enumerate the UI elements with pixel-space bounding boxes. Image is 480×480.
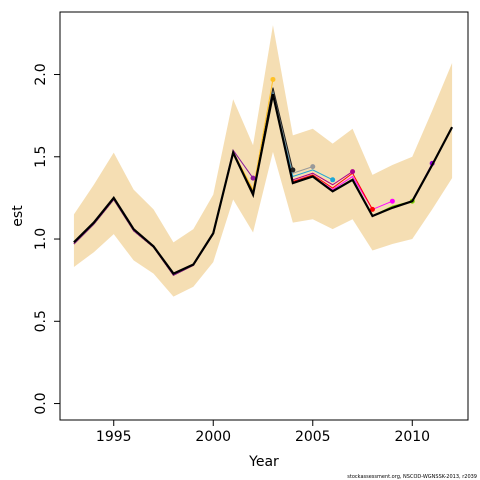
y-tick-label: 2.0 — [33, 63, 49, 85]
retro-end-point — [310, 164, 316, 170]
y-tick-label: 0.0 — [33, 392, 49, 414]
y-tick-label: 0.5 — [33, 310, 49, 332]
retro-end-point — [290, 167, 296, 173]
x-tick-label: 2005 — [295, 429, 331, 445]
main-line — [73, 94, 454, 275]
retro-end-point — [270, 76, 276, 82]
x-tick-label: 2000 — [195, 429, 231, 445]
x-tick-label: 2010 — [394, 429, 430, 445]
x-tick-label: 1995 — [96, 429, 132, 445]
y-axis-label: est — [10, 205, 26, 227]
retro-end-point — [389, 198, 395, 204]
y-tick-label: 1.5 — [33, 146, 49, 168]
y-tick-label: 1.0 — [33, 228, 49, 250]
footnote: stockassessment.org, NSCOD-WGNSSK-2013, … — [347, 474, 477, 480]
retro-end-point — [330, 177, 336, 183]
retro-end-point — [350, 169, 356, 175]
plot-frame — [59, 11, 469, 421]
retro-end-point — [250, 175, 256, 181]
confidence-band — [73, 25, 453, 297]
x-axis-label: Year — [248, 454, 279, 470]
retro-end-point — [369, 206, 375, 212]
